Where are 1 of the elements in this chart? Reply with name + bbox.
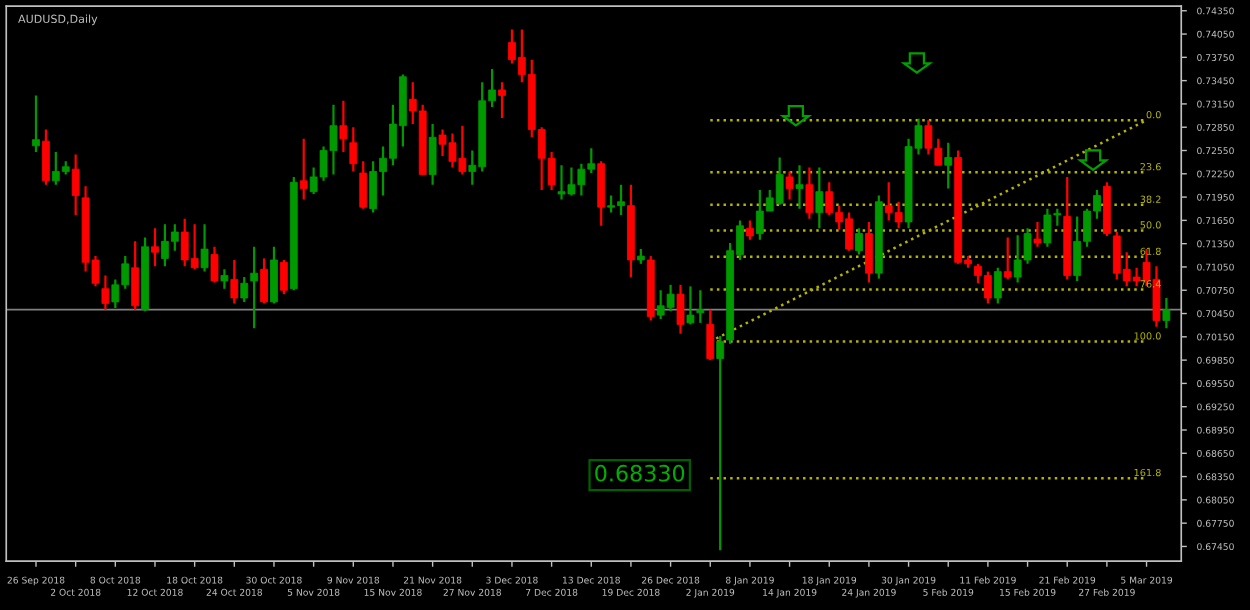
annotation: 0.68330 xyxy=(595,464,685,482)
